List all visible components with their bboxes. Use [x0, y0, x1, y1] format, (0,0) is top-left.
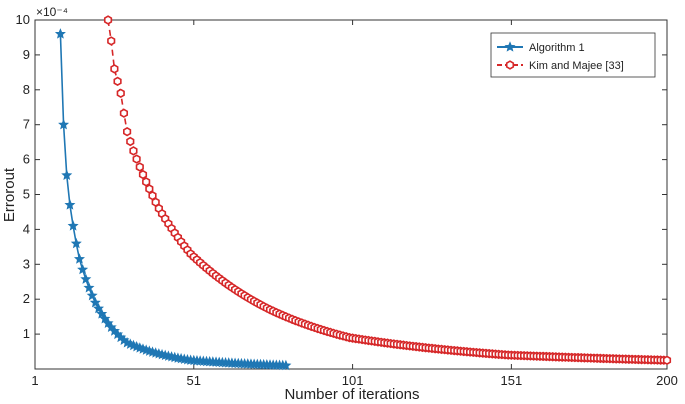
data-point: [80, 273, 92, 284]
legend-box: [490, 32, 656, 78]
series-line: [59, 33, 286, 367]
y-axis-ticks: 1 2 3 4 5 6 7 8 9 10: [16, 12, 667, 341]
data-point: [83, 282, 95, 293]
data-point: [61, 169, 73, 180]
y-tick-label: 7: [23, 117, 30, 132]
legend-marker-shape: [504, 41, 516, 52]
data-point: [73, 253, 85, 264]
series-1: [103, 15, 672, 365]
data-point: [67, 220, 79, 231]
data-point: [70, 237, 82, 249]
y-tick-label: 5: [23, 187, 30, 202]
data-point: [662, 355, 672, 365]
data-point: [103, 15, 113, 25]
data-point: [126, 136, 135, 147]
data-point: [77, 263, 89, 275]
y-tick-label: 6: [23, 152, 30, 167]
data-point: [135, 162, 144, 172]
data-point: [107, 36, 116, 46]
data-point: [89, 296, 101, 308]
data-point: [280, 359, 292, 371]
data-point: [64, 199, 76, 210]
data-point: [58, 118, 70, 130]
x-tick-label: 1: [31, 373, 38, 388]
data-point: [110, 64, 119, 74]
data-point: [132, 154, 141, 164]
x-tick-label: 151: [501, 373, 523, 388]
legend-label-algorithm1: Algorithm 1: [529, 42, 585, 54]
x-tick-label: 51: [187, 373, 201, 388]
y-tick-label: 3: [23, 256, 30, 271]
data-point: [113, 76, 122, 87]
legend-marker-shape: [505, 60, 515, 70]
y-tick-label: 4: [23, 221, 30, 236]
data-point: [54, 28, 66, 39]
y-axis-label: Errorout: [1, 167, 18, 222]
x-tick-label: 200: [656, 373, 678, 388]
series-layer: [54, 15, 672, 371]
data-point: [138, 169, 148, 180]
y-tick-label: 2: [23, 291, 30, 306]
data-point: [86, 289, 98, 301]
legend-marker-kim-majee: [505, 60, 515, 70]
y-tick-label: 10: [16, 12, 30, 27]
y-tick-label: 8: [23, 82, 30, 97]
data-point: [129, 146, 138, 156]
data-point: [119, 108, 129, 118]
y-tick-label: 1: [23, 326, 30, 341]
series-0: [54, 28, 292, 371]
data-point: [123, 126, 132, 137]
legend-label-kim-majee: Kim and Majee [33]: [529, 60, 624, 72]
data-point: [142, 177, 151, 187]
legend: Algorithm 1 Kim and Majee [33]: [490, 32, 656, 78]
data-point: [145, 184, 154, 194]
data-point: [116, 88, 125, 99]
y-tick-label: 9: [23, 47, 30, 62]
x-tick-label: 101: [342, 373, 364, 388]
x-axis-label: Number of iterations: [284, 386, 419, 403]
y-axis-exponent: ×10⁻⁴: [36, 5, 68, 19]
x-axis-ticks: 1 51 101 151 200: [31, 20, 678, 388]
legend-marker-algorithm1: [504, 41, 516, 52]
